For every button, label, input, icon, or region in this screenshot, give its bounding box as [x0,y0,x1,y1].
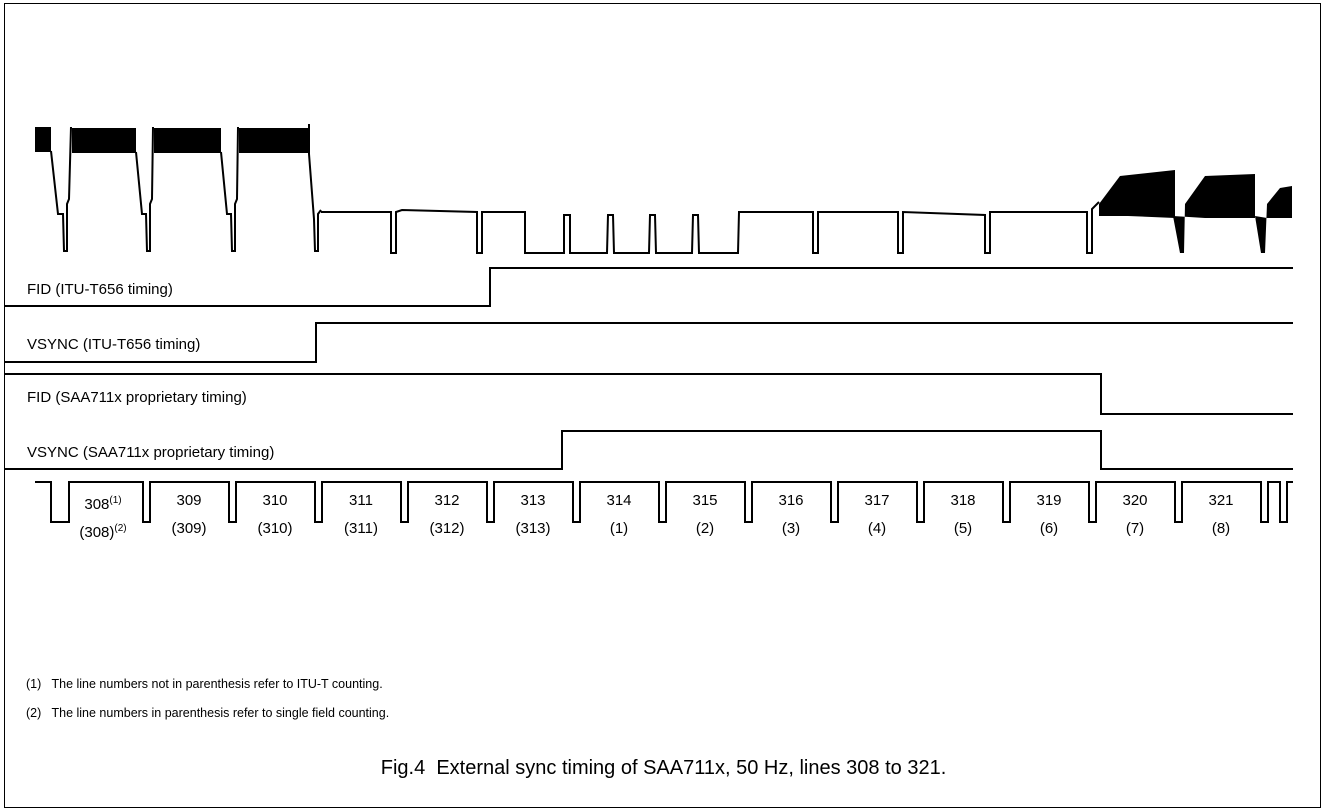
line-number-itu: 317 [864,492,890,509]
line-number-field: (4) [867,520,887,537]
line-number-field: (308)(2) [79,523,127,541]
line-number-itu: 320 [1122,492,1148,509]
fid-itu-signal [5,267,1293,307]
line-number-field: (313) [515,520,551,537]
vsync-prop-label: VSYNC (SAA711x proprietary timing) [27,444,275,461]
line-number-field: (3) [781,520,801,537]
line-number-field: (8) [1211,520,1231,537]
line-number-field: (310) [257,520,293,537]
line-number-field: (2) [695,520,715,537]
line-number-itu: 319 [1036,492,1062,509]
figure-frame: FID (ITU-T656 timing) VSYNC (ITU-T656 ti… [4,3,1321,808]
line-number-itu: 313 [520,492,546,509]
note-text: The line numbers not in parenthesis refe… [51,677,383,691]
figure-caption: Fig.4 External sync timing of SAA711x, 5… [5,756,1322,780]
line-number-field: (309) [171,520,207,537]
line-number-field: (1) [609,520,629,537]
line-number-itu: 318 [950,492,976,509]
line-number-field: (7) [1125,520,1145,537]
line-number-itu: 308(1) [84,495,122,513]
note-marker: (1) [26,677,42,691]
vsync-prop-signal [5,430,1293,470]
hsync-signal [35,481,1293,523]
note-1: (1) The line numbers not in parenthesis … [26,677,383,692]
note-marker: (2) [26,706,42,720]
fid-itu-label: FID (ITU-T656 timing) [27,281,173,298]
line-number-itu: 316 [778,492,804,509]
footnote-marker: (2) [114,523,127,534]
line-number-itu: 312 [434,492,460,509]
line-number-itu: 310 [262,492,288,509]
note-text: The line numbers in parenthesis refer to… [51,706,390,720]
footnote-marker: (1) [109,495,122,506]
fid-prop-label: FID (SAA711x proprietary timing) [27,389,247,406]
line-number-field: (6) [1039,520,1059,537]
line-number-itu: 314 [606,492,632,509]
figure-number: Fig.4 [380,757,426,779]
line-number-field: (312) [429,520,465,537]
line-number-itu: 311 [349,492,373,509]
line-number-field: (5) [953,520,973,537]
line-number-itu: 315 [692,492,718,509]
line-number-itu: 309 [176,492,202,509]
fid-prop-signal [5,373,1293,415]
line-number-itu: 321 [1208,492,1234,509]
vsync-itu-signal [5,322,1293,363]
line-number-field: (311) [344,520,378,537]
vsync-itu-label: VSYNC (ITU-T656 timing) [27,336,201,353]
timing-diagram [5,124,1293,523]
figure-title: External sync timing of SAA711x, 50 Hz, … [436,757,947,779]
cvbs-waveform [35,124,1292,254]
note-2: (2) The line numbers in parenthesis refe… [26,706,389,721]
